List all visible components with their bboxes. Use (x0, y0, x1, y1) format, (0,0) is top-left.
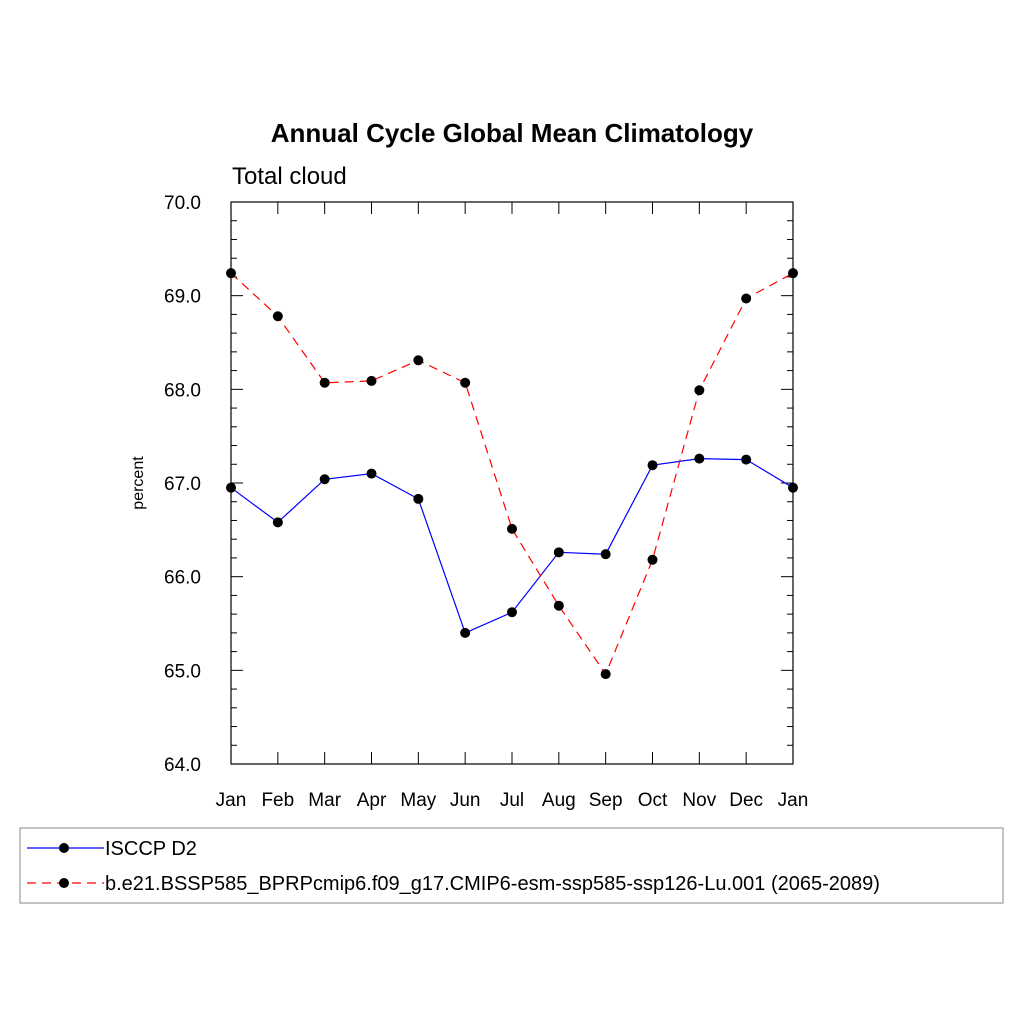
x-tick-label: Sep (589, 790, 623, 811)
data-point (272, 311, 283, 322)
legend-box (19, 827, 1004, 904)
x-tick-label: Jun (450, 790, 481, 811)
y-tick-label: 65.0 (164, 661, 201, 682)
data-point (788, 268, 798, 279)
legend-marker (59, 878, 69, 888)
data-point (507, 607, 517, 618)
data-point (413, 355, 424, 366)
legend-label-2: b.e21.BSSP585_BPRPcmip6.f09_g17.CMIP6-es… (105, 873, 880, 895)
data-point (741, 454, 752, 465)
legend-label-1: ISCCP D2 (105, 838, 197, 860)
data-point (226, 482, 236, 493)
data-point (694, 453, 705, 464)
data-point (366, 375, 377, 386)
legend-items: ISCCP D2 b.e21.BSSP585_BPRPcmip6.f09_g17.… (27, 838, 880, 895)
data-point (647, 460, 658, 471)
data-point (226, 268, 236, 279)
legend-marker (59, 843, 69, 853)
x-tick-labels: Jan Feb Mar Apr May Jun Jul Aug Sep Oct Nov Dec Jan (216, 790, 809, 811)
y-tick-label: 70.0 (164, 193, 201, 214)
data-point (553, 600, 564, 611)
data-point (366, 468, 377, 479)
x-tick-label: Jan (216, 790, 247, 811)
data-point (600, 549, 611, 560)
legend: ISCCP D2 b.e21.BSSP585_BPRPcmip6.f09_g17.… (19, 827, 1004, 904)
x-tick-label: Oct (638, 790, 668, 811)
x-tick-label: Mar (308, 790, 341, 811)
x-tick-label: Jul (500, 790, 524, 811)
y-axis-label: percent (130, 456, 147, 510)
y-tick-label: 68.0 (164, 380, 201, 401)
chart-title: Annual Cycle Global Mean Climatology (271, 118, 754, 148)
series-line-1 (230, 457, 794, 634)
plot-frame (230, 201, 794, 765)
x-tick-label: Aug (542, 790, 576, 811)
data-point (319, 377, 330, 388)
y-tick-label: 66.0 (164, 568, 201, 589)
data-point (788, 482, 798, 493)
axis-ticks (230, 201, 794, 765)
data-point (507, 523, 517, 534)
data-point (600, 669, 611, 680)
y-tick-labels: 64.0 65.0 66.0 67.0 68.0 69.0 70.0 (164, 193, 201, 776)
data-point (694, 385, 705, 396)
y-tick-label: 67.0 (164, 474, 201, 495)
data-point (413, 493, 424, 504)
x-tick-label: Apr (357, 790, 387, 811)
data-point (272, 517, 283, 528)
y-tick-label: 69.0 (164, 287, 201, 308)
x-tick-label: Nov (682, 790, 716, 811)
y-tick-label: 64.0 (164, 755, 201, 776)
data-point (319, 474, 330, 485)
data-point (460, 627, 471, 638)
chart-subtitle: Total cloud (232, 163, 347, 190)
x-tick-label: May (400, 790, 436, 811)
data-point (647, 554, 658, 565)
data-point (553, 547, 564, 558)
x-tick-label: Feb (261, 790, 294, 811)
x-tick-label: Jan (778, 790, 809, 811)
x-tick-label: Dec (729, 790, 763, 811)
series-lines (226, 268, 798, 680)
data-point (741, 293, 752, 304)
data-point (460, 377, 471, 388)
